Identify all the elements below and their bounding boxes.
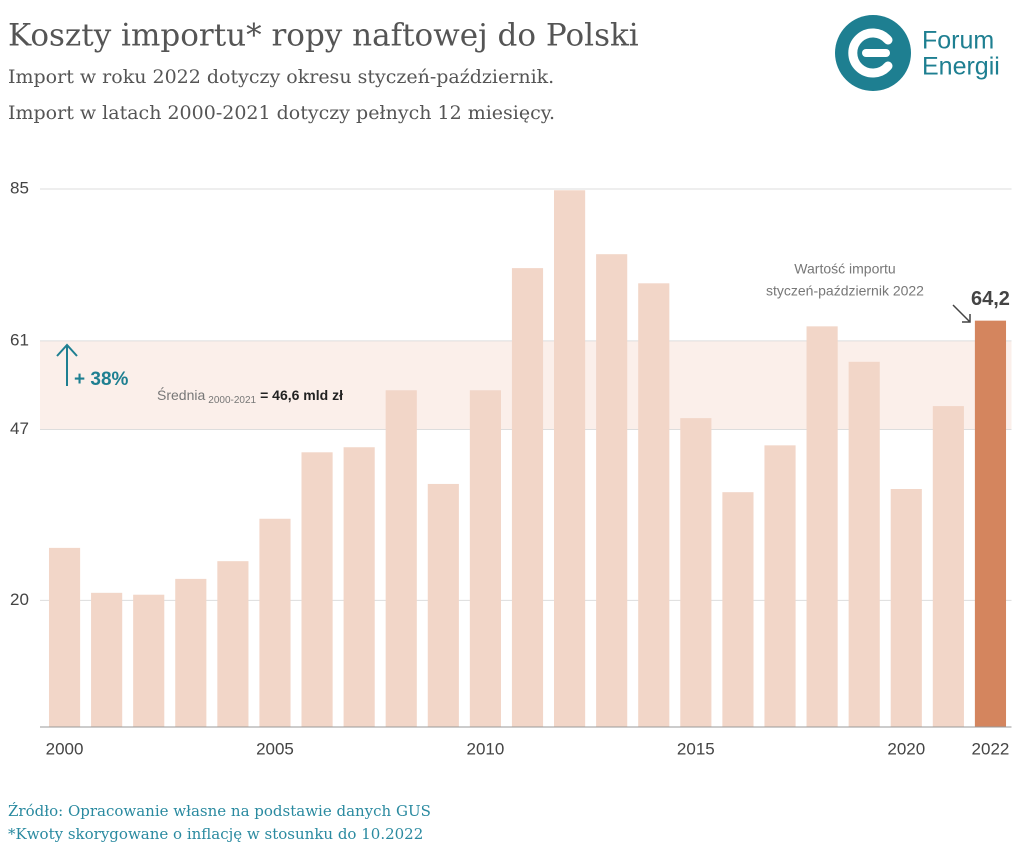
- subtitle: Import w latach 2000-2021 dotyczy pełnyc…: [8, 102, 555, 124]
- bar: [385, 390, 417, 727]
- bar: [427, 483, 459, 727]
- bar: [932, 406, 964, 727]
- y-tick-label: 20: [10, 590, 29, 609]
- bar: [890, 489, 922, 727]
- x-tick-label: 2010: [466, 739, 504, 758]
- subtitle: Import w roku 2022 dotyczy okresu stycze…: [8, 66, 554, 88]
- x-tick-label: 2022: [972, 739, 1010, 758]
- bar: [175, 578, 207, 727]
- x-tick-label: 2005: [256, 739, 294, 758]
- bar: [511, 268, 544, 727]
- source: *Kwoty skorygowane o inflację w stosunku…: [8, 825, 423, 843]
- average-value: = 46,6 mld zł: [260, 387, 343, 403]
- bar: [638, 283, 670, 727]
- x-tick-label: 2000: [46, 739, 84, 758]
- bar: [680, 418, 712, 727]
- change-label: + 38%: [74, 369, 129, 390]
- bar: [554, 190, 586, 728]
- y-tick-label: 85: [10, 178, 29, 197]
- y-tick-label: 47: [10, 419, 29, 438]
- note: Wartość importu: [794, 261, 895, 277]
- note-arrow: [952, 304, 971, 323]
- bar: [596, 254, 628, 728]
- bar: [259, 518, 291, 727]
- chart-title: Koszty importu* ropy naftowej do Polski: [8, 18, 639, 54]
- logo-mark: [848, 28, 893, 78]
- logo-text: Forum: [922, 27, 994, 55]
- bar: [722, 492, 754, 727]
- bar: [91, 592, 123, 727]
- x-tick-label: 2015: [677, 739, 715, 758]
- bar: [764, 445, 796, 727]
- bar: [301, 452, 333, 727]
- y-tick-label: 61: [10, 330, 29, 349]
- source: Źródło: Opracowanie własne na podstawie …: [8, 802, 431, 820]
- bar: [806, 326, 838, 727]
- value-label: 64,2: [971, 288, 1010, 310]
- logo-text: Energii: [922, 53, 1000, 81]
- bar: [848, 361, 880, 727]
- note: styczeń-październik 2022: [766, 283, 924, 299]
- average-period: 2000-2021: [208, 395, 256, 406]
- logo: Forum Energii: [835, 15, 1000, 91]
- average-label: Średnia 2000-2021 = 46,6 mld zł: [157, 386, 343, 406]
- bar: [133, 594, 165, 727]
- bar: [217, 561, 249, 727]
- bar: [48, 547, 81, 727]
- bar: [469, 390, 501, 727]
- bar: [974, 320, 1007, 727]
- average-name: Średnia: [157, 386, 205, 403]
- x-tick-label: 2020: [887, 739, 925, 758]
- bar: [343, 447, 375, 727]
- arrow-head: [56, 343, 78, 357]
